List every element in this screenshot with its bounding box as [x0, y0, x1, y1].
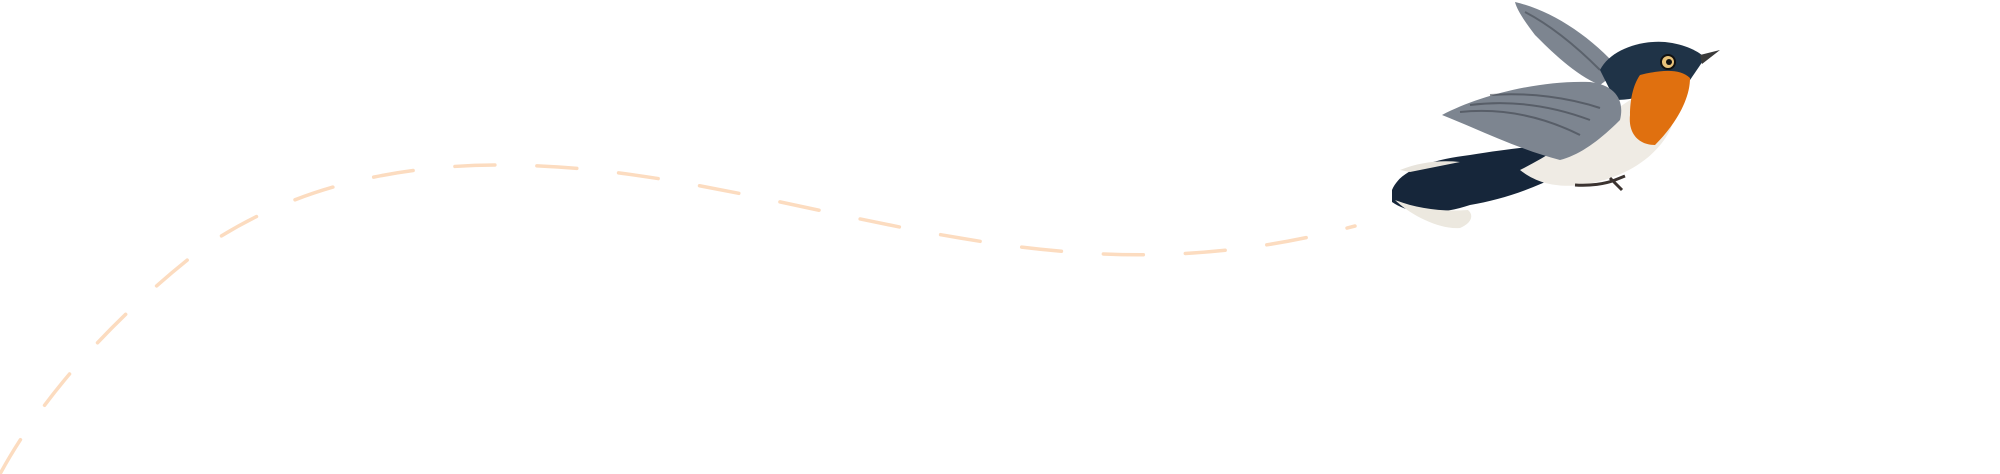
bird-icon [1392, 2, 1720, 229]
dashed-flight-path [0, 163, 1357, 474]
